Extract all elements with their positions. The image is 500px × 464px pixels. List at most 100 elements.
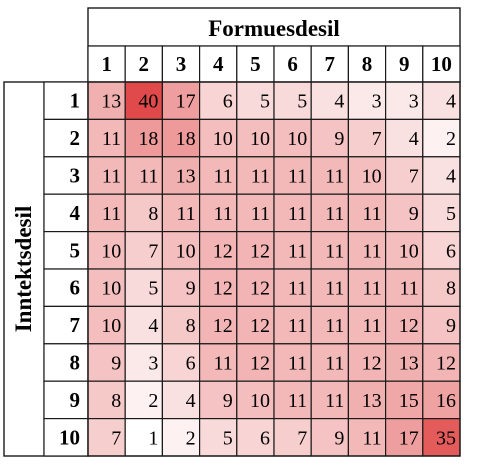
cell-value-label: 11 — [288, 278, 307, 300]
cell-value-label: 11 — [288, 240, 307, 262]
cell-value-label: 7 — [372, 128, 382, 150]
cell-value-label: 5 — [260, 91, 270, 113]
y-tick-label-4: 4 — [70, 201, 81, 225]
cell-value-label: 2 — [148, 390, 158, 412]
heatmap-cell-r5-c1 — [87, 231, 126, 270]
cell-value-label: 13 — [101, 91, 121, 113]
heatmap-cell-r6-c4 — [199, 268, 238, 308]
row-header-cell-7 — [43, 305, 89, 345]
row-header-cell-4 — [43, 193, 89, 233]
x-tick-label-9: 9 — [399, 52, 410, 76]
heatmap-cell-r4-c10 — [422, 193, 461, 233]
heatmap-cell-r5-c6 — [273, 231, 312, 270]
cell-value-label: 10 — [399, 240, 419, 262]
cell-value-label: 3 — [409, 91, 419, 113]
cell-value-label: 3 — [148, 353, 158, 375]
cell-value-label: 1 — [148, 427, 158, 449]
y-axis-title: Inntektsdesil — [11, 206, 36, 333]
cell-value-label: 5 — [148, 278, 158, 300]
heatmap-cell-r10-c3 — [161, 418, 201, 457]
heatmap-cell-r6-c9 — [385, 268, 424, 308]
cell-value-label: 13 — [362, 390, 382, 412]
heatmap-cell-r1-c8 — [347, 81, 387, 121]
heatmap-cell-r10-c5 — [236, 418, 275, 457]
row-header-cell-9 — [43, 380, 89, 420]
heatmap-cell-r9-c1 — [87, 380, 126, 420]
cell-value-label: 12 — [213, 315, 233, 337]
x-tick-label-1: 1 — [101, 52, 112, 76]
cell-value-label: 9 — [446, 315, 456, 337]
row-header-cell-6 — [43, 268, 89, 308]
row-header-cell-8 — [43, 343, 89, 382]
cell-value-label: 4 — [334, 91, 344, 113]
heatmap-cell-r9-c10 — [422, 380, 461, 420]
heatmap-cell-r8-c7 — [310, 343, 350, 382]
heatmap-cell-r6-c8 — [347, 268, 387, 308]
cell-value-label: 9 — [334, 427, 344, 449]
heatmap-cell-r8-c4 — [199, 343, 238, 382]
heatmap-cell-r7-c3 — [161, 305, 201, 345]
heatmap-cell-r10-c1 — [87, 418, 126, 457]
x-tick-label-7: 7 — [325, 52, 336, 76]
cell-value-label: 17 — [176, 91, 196, 113]
cell-value-label: 11 — [325, 240, 344, 262]
heatmap-cell-r9-c9 — [385, 380, 424, 420]
cell-value-label: 18 — [138, 128, 158, 150]
heatmap-cell-r3-c3 — [161, 156, 201, 195]
cell-value-label: 11 — [325, 278, 344, 300]
heatmap-cell-r8-c5 — [236, 343, 275, 382]
cell-value-label: 35 — [436, 427, 456, 449]
cell-value-label: 11 — [325, 203, 344, 225]
cell-value-label: 4 — [186, 390, 196, 412]
cell-value-label: 4 — [409, 128, 419, 150]
column-header-cell-10 — [422, 45, 461, 83]
cell-value-label: 12 — [213, 240, 233, 262]
y-tick-label-2: 2 — [70, 126, 81, 150]
y-tick-label-3: 3 — [70, 164, 81, 188]
x-tick-label-2: 2 — [139, 52, 150, 76]
cell-value-label: 3 — [372, 91, 382, 113]
cell-value-label: 11 — [288, 315, 307, 337]
cell-value-label: 2 — [186, 427, 196, 449]
cell-value-label: 40 — [138, 91, 158, 113]
cell-value-label: 4 — [446, 166, 456, 188]
cell-value-label: 9 — [409, 203, 419, 225]
heatmap-cell-r10-c8 — [347, 418, 387, 457]
cell-value-label: 10 — [101, 315, 121, 337]
y-tick-label-5: 5 — [70, 238, 81, 262]
y-tick-label-8: 8 — [70, 351, 81, 375]
cell-value-label: 11 — [102, 203, 121, 225]
cell-value-label: 8 — [148, 203, 158, 225]
cell-value-label: 17 — [399, 427, 419, 449]
cell-value-label: 9 — [334, 128, 344, 150]
cell-value-label: 10 — [362, 166, 382, 188]
heatmap-cell-r1-c7 — [310, 81, 350, 121]
heatmap-cell-r2-c2 — [124, 118, 163, 158]
heatmap-cell-r10-c4 — [199, 418, 238, 457]
cell-value-label: 12 — [250, 278, 270, 300]
heatmap-cell-r5-c5 — [236, 231, 275, 270]
cell-value-label: 11 — [325, 390, 344, 412]
x-tick-label-3: 3 — [176, 52, 187, 76]
cell-value-label: 11 — [362, 203, 381, 225]
cell-value-label: 4 — [148, 315, 158, 337]
heatmap-cell-r10-c9 — [385, 418, 424, 457]
cell-value-label: 11 — [251, 166, 270, 188]
cell-value-label: 10 — [213, 128, 233, 150]
cell-value-label: 8 — [446, 278, 456, 300]
cell-value-label: 5 — [223, 427, 233, 449]
cell-value-label: 13 — [176, 166, 196, 188]
row-header-cell-5 — [43, 231, 89, 270]
cell-value-label: 2 — [446, 128, 456, 150]
heatmap-cell-r2-c5 — [236, 118, 275, 158]
cell-value-label: 11 — [362, 240, 381, 262]
y-tick-label-7: 7 — [70, 313, 81, 337]
cell-value-label: 11 — [288, 390, 307, 412]
heatmap-cell-r6-c3 — [161, 268, 201, 308]
cell-value-label: 11 — [362, 315, 381, 337]
cell-value-label: 6 — [446, 240, 456, 262]
x-tick-label-4: 4 — [213, 52, 224, 76]
cell-value-label: 10 — [250, 390, 270, 412]
y-tick-label-10: 10 — [59, 425, 80, 449]
cell-value-label: 11 — [102, 128, 121, 150]
